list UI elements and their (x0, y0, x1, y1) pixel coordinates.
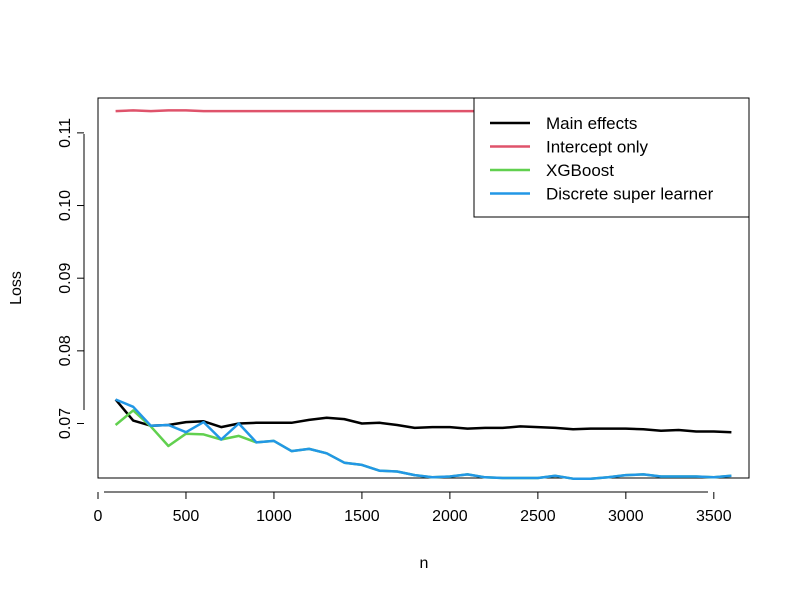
legend-label: XGBoost (546, 161, 614, 180)
x-tick-label: 1500 (344, 508, 380, 525)
plot-frame (97, 97, 750, 479)
legend-label: Intercept only (546, 138, 649, 157)
series-line-2 (114, 409, 732, 480)
y-tick-label: 0.11 (57, 118, 74, 148)
y-tick-label: 0.07 (57, 408, 74, 439)
y-axis-title: Loss (8, 271, 25, 305)
series-line-3 (115, 398, 732, 480)
legend: Main effects Intercept only XGBoost Discret… (473, 97, 750, 218)
y-tick-label: 0.08 (57, 335, 74, 366)
y-tick-label: 0.09 (57, 263, 74, 294)
x-tick-label: 3500 (696, 508, 732, 525)
legend-label: Discrete super learner (546, 185, 714, 204)
legend-box (473, 97, 750, 218)
x-tick-label: 3000 (608, 508, 644, 525)
x-tick-label: 2500 (520, 508, 556, 525)
y-tick-label: 0.10 (57, 190, 74, 221)
x-tick-label: 500 (173, 508, 200, 525)
x-tick-label: 1000 (256, 508, 292, 525)
legend-label: Main effects (546, 114, 637, 133)
y-axis: 0.07 0.08 0.09 0.10 0.11 (57, 118, 85, 439)
x-tick-label: 2000 (432, 508, 468, 525)
x-axis: 0 500 1000 1500 2000 2500 3000 3500 (94, 491, 732, 525)
x-axis-title: n (420, 555, 429, 572)
series-line-0 (114, 398, 732, 434)
x-tick-label: 0 (94, 508, 103, 525)
